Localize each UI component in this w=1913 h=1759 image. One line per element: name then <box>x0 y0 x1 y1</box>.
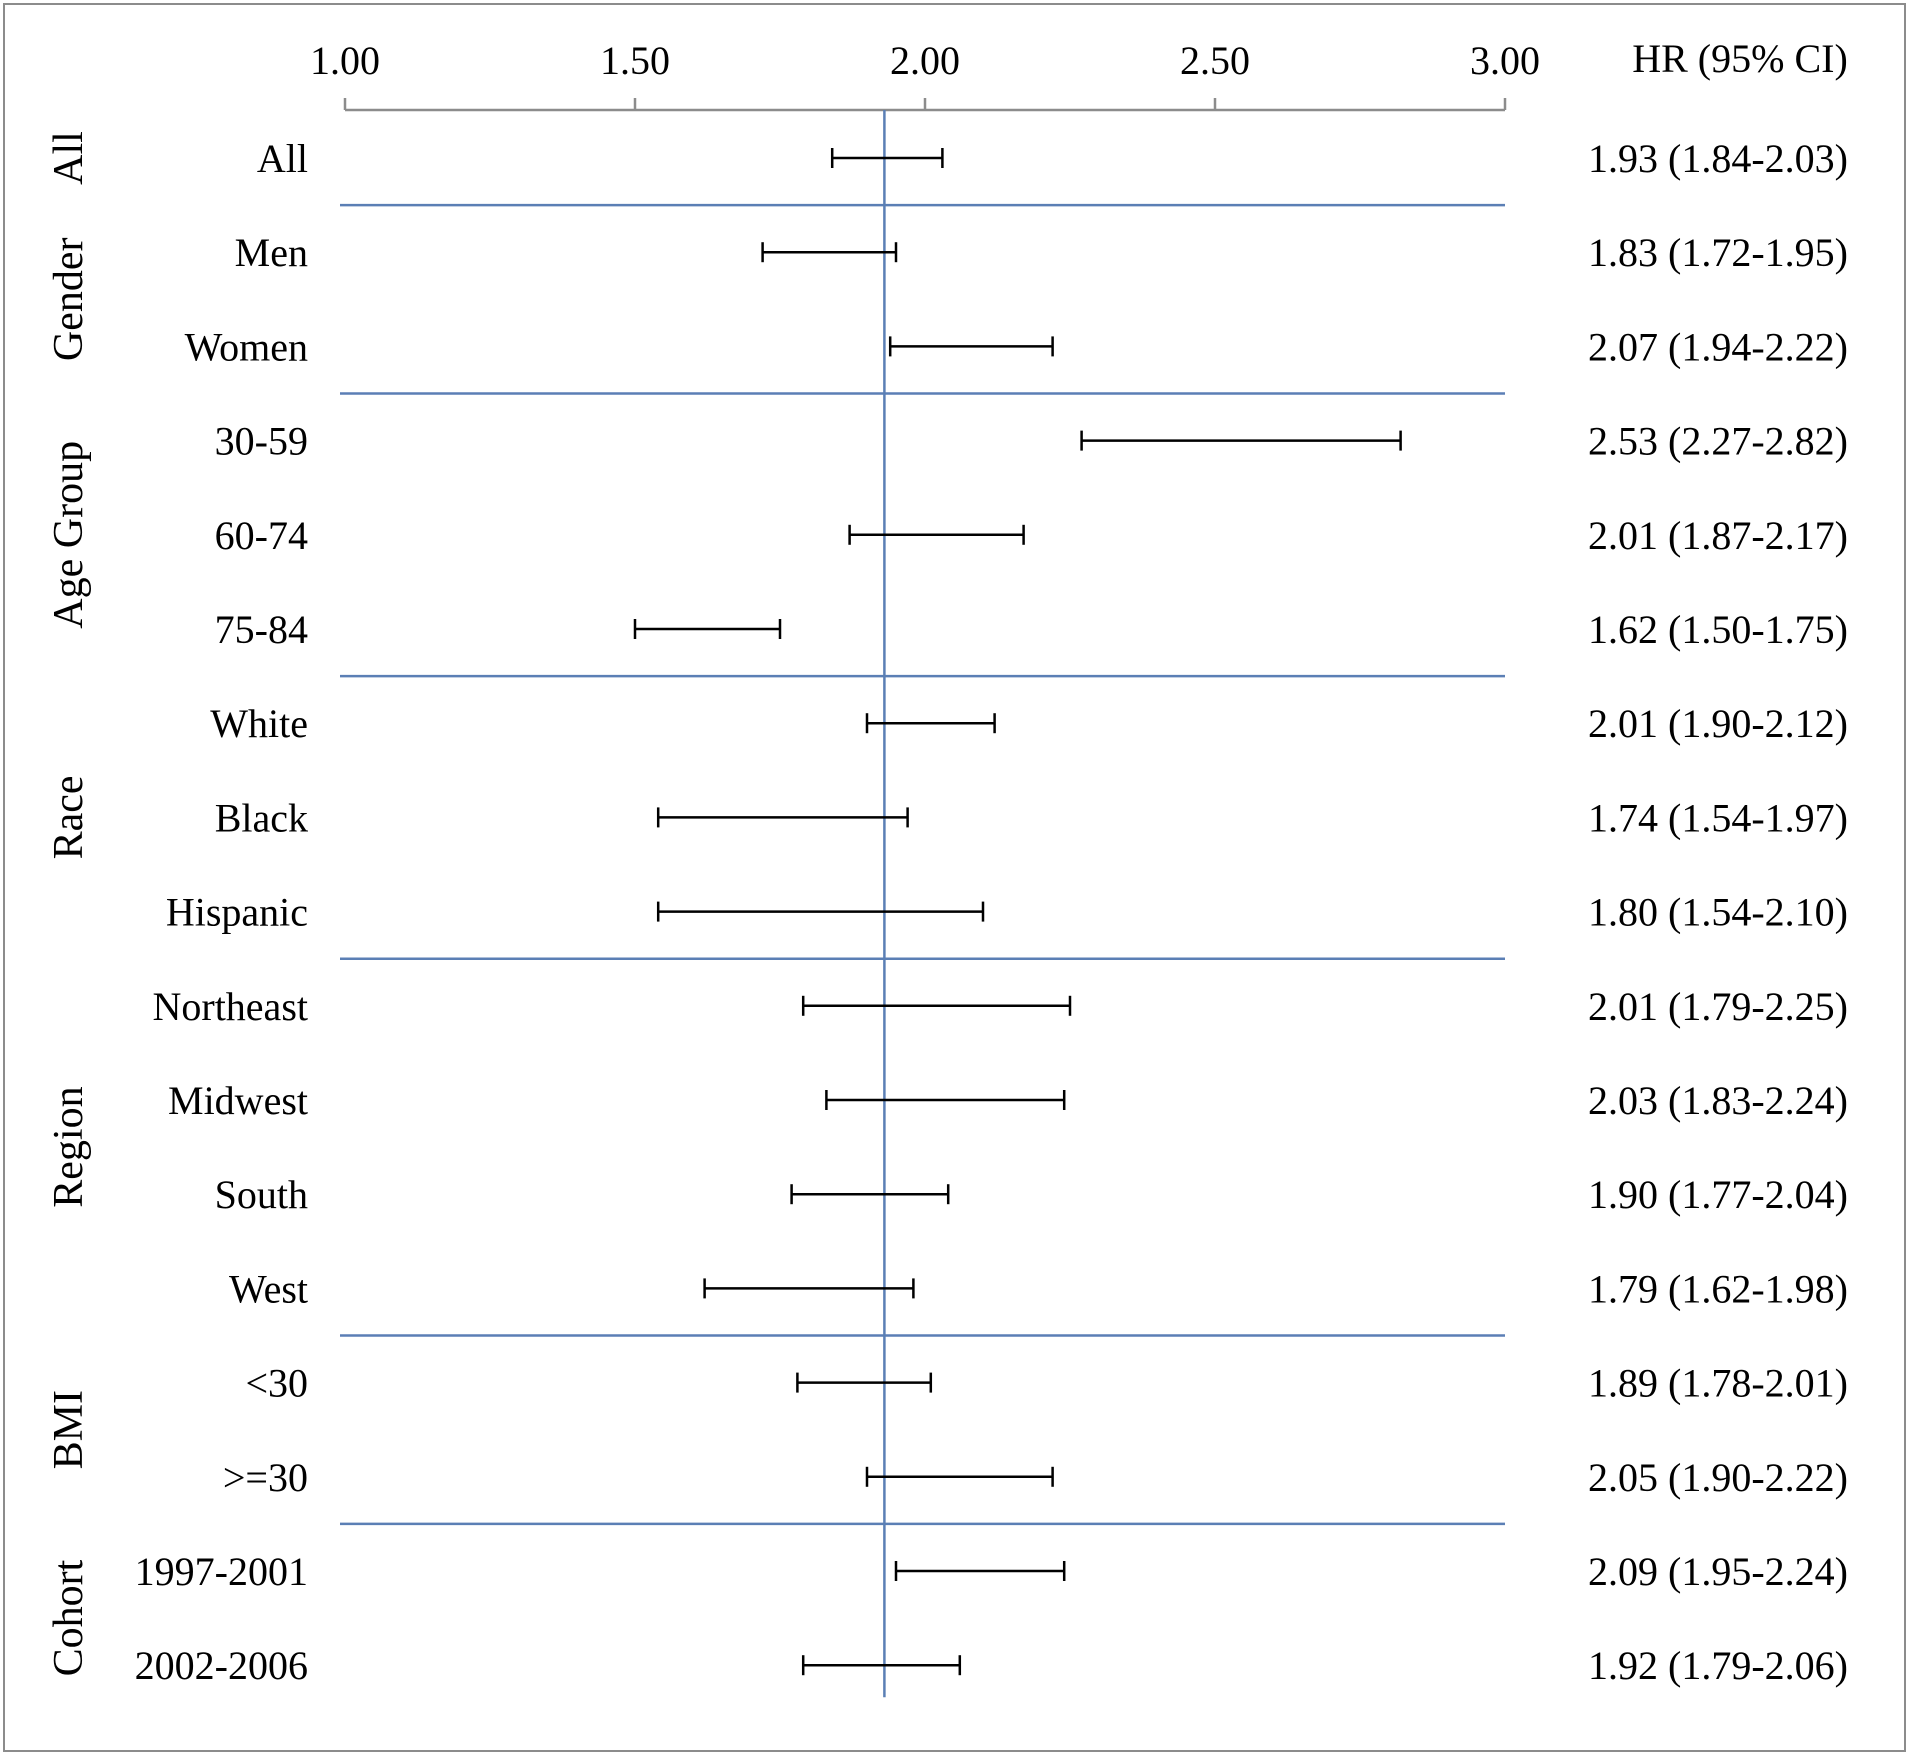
row-label: Midwest <box>168 1078 308 1123</box>
hr-value: 1.83 (1.72-1.95) <box>1588 230 1848 275</box>
hr-value: 1.92 (1.79-2.06) <box>1588 1643 1848 1688</box>
hr-value: 1.74 (1.54-1.97) <box>1588 795 1848 840</box>
row-label: 60-74 <box>215 513 308 558</box>
hr-value: 2.03 (1.83-2.24) <box>1588 1078 1848 1123</box>
group-label: Region <box>46 1086 92 1207</box>
column-header: HR (95% CI) <box>1632 36 1848 81</box>
row-labels: All Men Women 30-59 60-74 75-84 White Black Hisp… <box>135 136 308 1688</box>
row-label: Women <box>185 324 308 369</box>
row-label: All <box>257 136 308 181</box>
hr-value: 1.79 (1.62-1.98) <box>1588 1266 1848 1311</box>
row-label: <30 <box>245 1361 308 1406</box>
group-labels: All Gender Age Group Race Region BMI Cohort <box>46 131 92 1676</box>
hr-value: 2.09 (1.95-2.24) <box>1588 1549 1848 1594</box>
group-separators <box>340 203 1505 1526</box>
row-label: 1997-2001 <box>135 1549 308 1594</box>
chart-frame <box>3 3 1906 1752</box>
x-axis: 1.00 1.50 2.00 2.50 3.00 <box>310 38 1540 112</box>
group-label: Age Group <box>46 441 92 629</box>
x-tick-label: 2.50 <box>1180 38 1250 83</box>
hr-value: 2.53 (2.27-2.82) <box>1588 419 1848 464</box>
hr-value: 2.01 (1.87-2.17) <box>1588 513 1848 558</box>
hr-values: 1.93 (1.84-2.03) 1.83 (1.72-1.95) 2.07 (1.… <box>1588 136 1848 1688</box>
confidence-intervals <box>633 148 1402 1676</box>
hr-value: 2.07 (1.94-2.22) <box>1588 324 1848 369</box>
row-label: Black <box>215 795 308 840</box>
hr-value: 2.01 (1.79-2.25) <box>1588 984 1848 1029</box>
row-label: South <box>215 1172 308 1217</box>
row-label: 2002-2006 <box>135 1643 308 1688</box>
hr-value: 1.90 (1.77-2.04) <box>1588 1172 1848 1217</box>
group-label: Race <box>46 775 92 859</box>
row-label: White <box>210 701 308 746</box>
group-label: BMI <box>46 1390 92 1469</box>
hr-value: 1.93 (1.84-2.03) <box>1588 136 1848 181</box>
x-tick-label: 1.00 <box>310 38 380 83</box>
group-label: Gender <box>46 237 92 361</box>
row-label: 30-59 <box>215 419 308 464</box>
x-tick-label: 2.00 <box>890 38 960 83</box>
row-label: 75-84 <box>215 607 308 652</box>
x-tick-label: 3.00 <box>1470 38 1540 83</box>
hr-value: 1.80 (1.54-2.10) <box>1588 890 1848 935</box>
group-label: All <box>46 131 92 185</box>
row-label: >=30 <box>223 1455 308 1500</box>
hr-value: 2.01 (1.90-2.12) <box>1588 701 1848 746</box>
row-label: Men <box>235 230 308 275</box>
hr-value: 1.89 (1.78-2.01) <box>1588 1361 1848 1406</box>
row-label: West <box>229 1266 308 1311</box>
x-tick-label: 1.50 <box>600 38 670 83</box>
group-label: Cohort <box>46 1559 92 1676</box>
hr-value: 1.62 (1.50-1.75) <box>1588 607 1848 652</box>
row-label: Hispanic <box>166 890 308 935</box>
row-label: Northeast <box>152 984 308 1029</box>
hr-value: 2.05 (1.90-2.22) <box>1588 1455 1848 1500</box>
